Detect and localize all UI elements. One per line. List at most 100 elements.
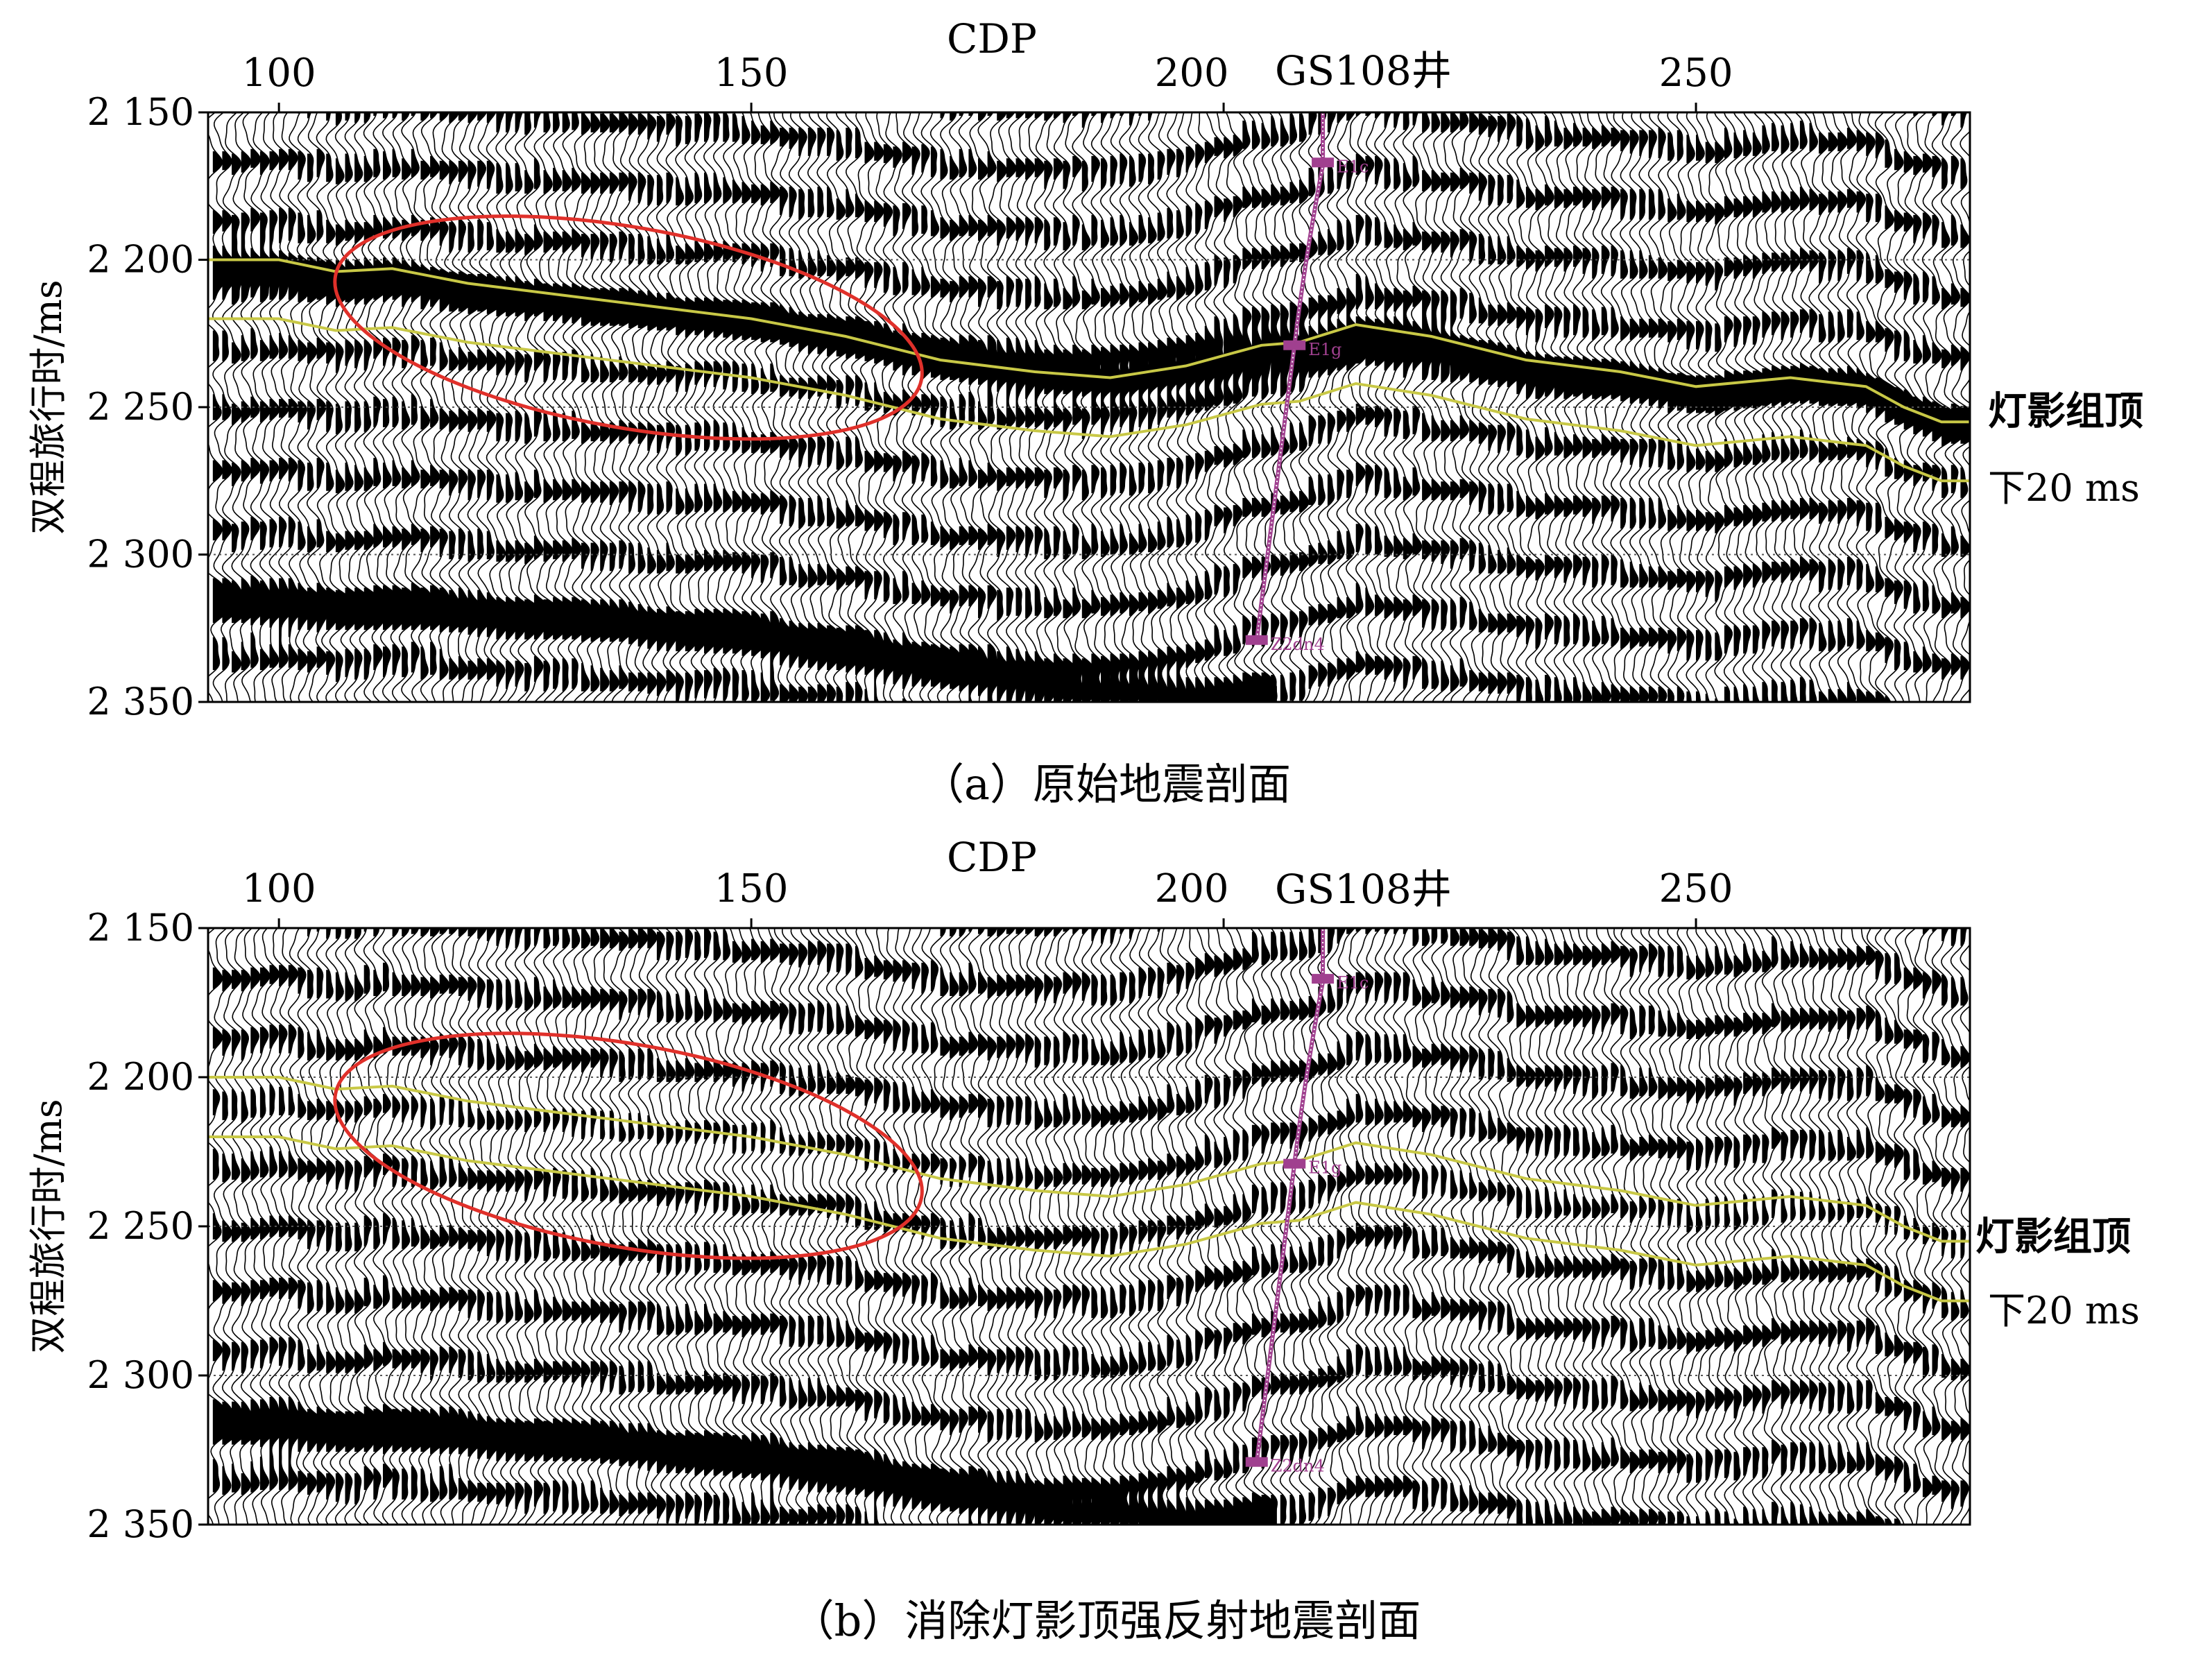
trace-fill bbox=[723, 929, 738, 1525]
trace-wiggle bbox=[788, 112, 814, 702]
trace-wiggle bbox=[732, 928, 757, 1525]
trace-fill bbox=[836, 130, 852, 702]
trace-fill bbox=[449, 928, 464, 1500]
trace-fill bbox=[1185, 146, 1201, 702]
trace-fill bbox=[874, 955, 889, 1525]
trace-wiggle bbox=[1345, 112, 1372, 702]
highlight-ellipse bbox=[333, 214, 924, 441]
trace-fill bbox=[1941, 112, 1957, 680]
trace-wiggle bbox=[1062, 112, 1088, 702]
trace-wiggle bbox=[1818, 112, 1844, 702]
trace-wiggle bbox=[1553, 112, 1579, 702]
trace-fill bbox=[1233, 948, 1249, 1525]
trace-fill bbox=[232, 112, 247, 673]
trace-wiggle bbox=[1449, 112, 1475, 702]
trace-fill bbox=[345, 112, 360, 678]
y-tick-label: 2 250 bbox=[87, 385, 194, 429]
trace-fill bbox=[1251, 932, 1267, 1525]
trace-wiggle bbox=[1279, 928, 1300, 1525]
trace-fill bbox=[1932, 928, 1941, 1495]
trace-wiggle bbox=[1581, 112, 1608, 702]
trace-wiggle bbox=[769, 112, 796, 702]
trace-wiggle bbox=[1459, 112, 1485, 702]
trace-fill bbox=[259, 151, 275, 671]
trace-fill bbox=[1412, 928, 1423, 1509]
trace-fill bbox=[1705, 141, 1721, 702]
trace-wiggle bbox=[1081, 928, 1105, 1525]
trace-fill bbox=[1582, 945, 1593, 1525]
trace-wiggle bbox=[1572, 112, 1598, 702]
trace-fill bbox=[468, 928, 483, 1502]
trace-wiggle bbox=[694, 928, 720, 1525]
trace-fill bbox=[1478, 929, 1489, 1514]
trace-fill bbox=[581, 928, 597, 1514]
trace-fill bbox=[911, 146, 927, 687]
trace-fill bbox=[373, 112, 388, 671]
trace-wiggle bbox=[1147, 928, 1168, 1525]
trace-wiggle bbox=[1203, 112, 1230, 702]
caption-a: （a）原始地震剖面 bbox=[921, 759, 1291, 809]
trace-wiggle bbox=[1771, 928, 1792, 1525]
trace-fill bbox=[1772, 936, 1781, 1525]
trace-fill bbox=[430, 112, 445, 675]
trace-wiggle bbox=[1704, 928, 1725, 1525]
trace-wiggle bbox=[665, 112, 692, 702]
trace-wiggle bbox=[940, 112, 966, 702]
trace-wiggle bbox=[807, 928, 833, 1525]
well-marker bbox=[1312, 974, 1335, 984]
trace-wiggle bbox=[1043, 112, 1068, 702]
trace-wiggle bbox=[940, 928, 966, 1525]
trace-fill bbox=[307, 928, 323, 1495]
trace-fill bbox=[1743, 943, 1753, 1525]
trace-wiggle bbox=[1912, 928, 1933, 1525]
trace-wiggle bbox=[637, 112, 663, 702]
trace-wiggle bbox=[855, 928, 880, 1525]
x-tick-label: 100 bbox=[242, 51, 316, 96]
trace-fill bbox=[1677, 945, 1687, 1525]
trace-fill bbox=[1053, 928, 1067, 1525]
trace-fill bbox=[1696, 955, 1706, 1525]
trace-fill bbox=[1922, 928, 1932, 1498]
trace-wiggle bbox=[845, 112, 871, 702]
trace-wiggle bbox=[722, 928, 748, 1525]
trace-fill bbox=[950, 928, 965, 1512]
trace-fill bbox=[676, 932, 691, 1524]
trace-wiggle bbox=[1005, 928, 1031, 1525]
trace-wiggle bbox=[996, 112, 1022, 702]
trace-fill bbox=[1648, 130, 1664, 702]
trace-fill bbox=[1563, 941, 1574, 1525]
trace-wiggle bbox=[807, 112, 833, 702]
caption-b: （b）消除灯影顶强反射地震剖面 bbox=[791, 1595, 1421, 1646]
trace-fill bbox=[1837, 948, 1848, 1525]
trace-fill bbox=[1885, 953, 1895, 1525]
trace-fill bbox=[1318, 928, 1328, 1519]
trace-wiggle bbox=[1647, 928, 1669, 1525]
trace-wiggle bbox=[1052, 112, 1079, 702]
trace-wiggle bbox=[1383, 112, 1409, 702]
trace-fill bbox=[1488, 928, 1498, 1514]
trace-wiggle bbox=[1166, 928, 1189, 1525]
trace-wiggle bbox=[655, 112, 682, 702]
trace-fill bbox=[1525, 118, 1541, 702]
seismic-section-a: E1c E1g Z2dn4 100 150 200 250 2 150 2 200 2 250… bbox=[26, 15, 2143, 723]
trace-wiggle bbox=[1525, 928, 1546, 1525]
trace-wiggle bbox=[1260, 928, 1281, 1525]
trace-wiggle bbox=[1308, 112, 1333, 702]
trace-wiggle bbox=[590, 112, 616, 702]
trace-wiggle bbox=[1629, 928, 1649, 1525]
trace-fill bbox=[1932, 112, 1948, 673]
trace-fill bbox=[846, 943, 859, 1525]
trace-fill bbox=[685, 929, 701, 1519]
trace-wiggle bbox=[1336, 112, 1362, 702]
trace-wiggle bbox=[1865, 928, 1886, 1525]
trace-wiggle bbox=[1440, 928, 1461, 1525]
trace-fill bbox=[807, 941, 823, 1525]
trace-wiggle bbox=[1412, 112, 1437, 702]
trace-fill bbox=[1224, 953, 1239, 1525]
trace-wiggle bbox=[572, 112, 597, 702]
trace-fill bbox=[1006, 928, 1022, 1525]
trace-wiggle bbox=[675, 112, 701, 702]
trace-wiggle bbox=[684, 112, 710, 702]
trace-wiggle bbox=[712, 928, 739, 1525]
trace-fill bbox=[1063, 928, 1075, 1525]
